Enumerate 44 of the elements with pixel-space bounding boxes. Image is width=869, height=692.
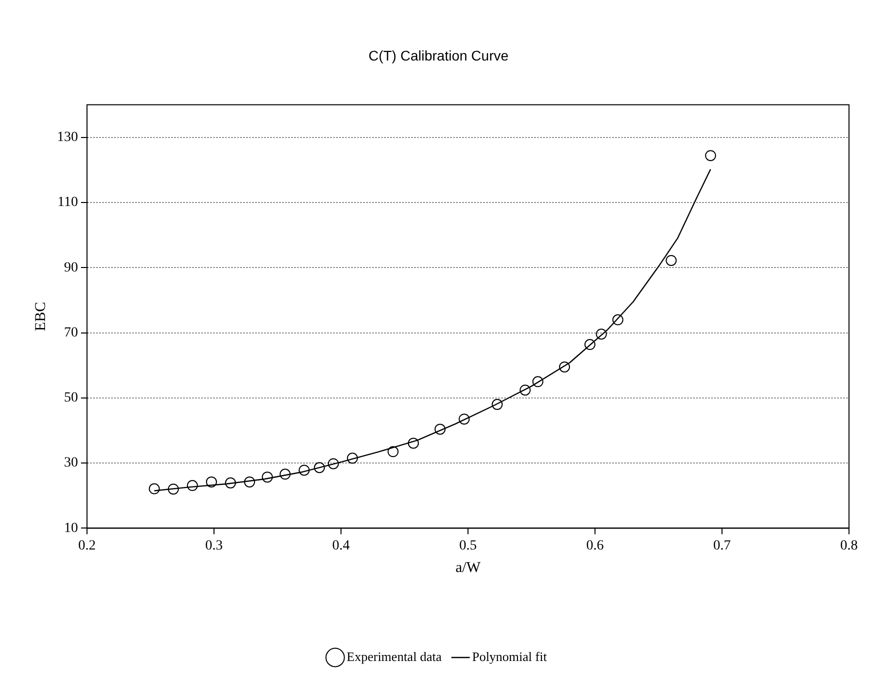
x-tick-label: 0.7 — [713, 538, 731, 554]
point — [388, 446, 399, 458]
point — [186, 480, 198, 492]
x-axis-title: a/W — [456, 560, 482, 576]
point — [206, 476, 217, 488]
point — [458, 414, 470, 425]
point — [559, 361, 570, 372]
point — [666, 254, 677, 266]
chart-title: C(T) Calibration Curve — [368, 47, 509, 64]
x-tick-label: 0.4 — [332, 538, 350, 554]
point — [225, 477, 236, 488]
point — [612, 314, 624, 326]
y-tick-label: 90 — [64, 260, 78, 276]
point — [262, 472, 273, 483]
point — [434, 424, 446, 435]
point — [584, 339, 596, 350]
x-tick-label: 0.8 — [840, 538, 858, 554]
point — [532, 376, 544, 388]
y-tick-label: 50 — [64, 390, 78, 406]
y-tick-label: 10 — [64, 520, 78, 536]
point — [168, 484, 179, 495]
point — [492, 398, 503, 410]
point — [148, 483, 160, 494]
legend-label: Polynomial fit — [472, 648, 548, 664]
y-tick-label: 70 — [64, 325, 78, 340]
point — [244, 476, 256, 488]
point — [280, 468, 291, 480]
point — [328, 458, 339, 470]
point — [408, 438, 419, 449]
y-axis-title: EBC — [32, 302, 49, 332]
point — [298, 464, 310, 476]
x-tick-label: 0.6 — [586, 538, 604, 554]
y-tick-label: 110 — [58, 195, 78, 210]
point — [346, 452, 358, 464]
x-tick-label: 0.3 — [205, 538, 223, 554]
point — [520, 384, 531, 396]
x-tick-label: 0.2 — [78, 538, 96, 554]
x-tick-label: 0.5 — [459, 538, 477, 554]
y-tick-label: 30 — [64, 456, 78, 471]
point — [596, 328, 607, 340]
point — [314, 462, 325, 474]
legend-label: Experimental data — [346, 648, 442, 664]
point — [705, 150, 716, 162]
y-tick-label: 130 — [57, 130, 78, 146]
